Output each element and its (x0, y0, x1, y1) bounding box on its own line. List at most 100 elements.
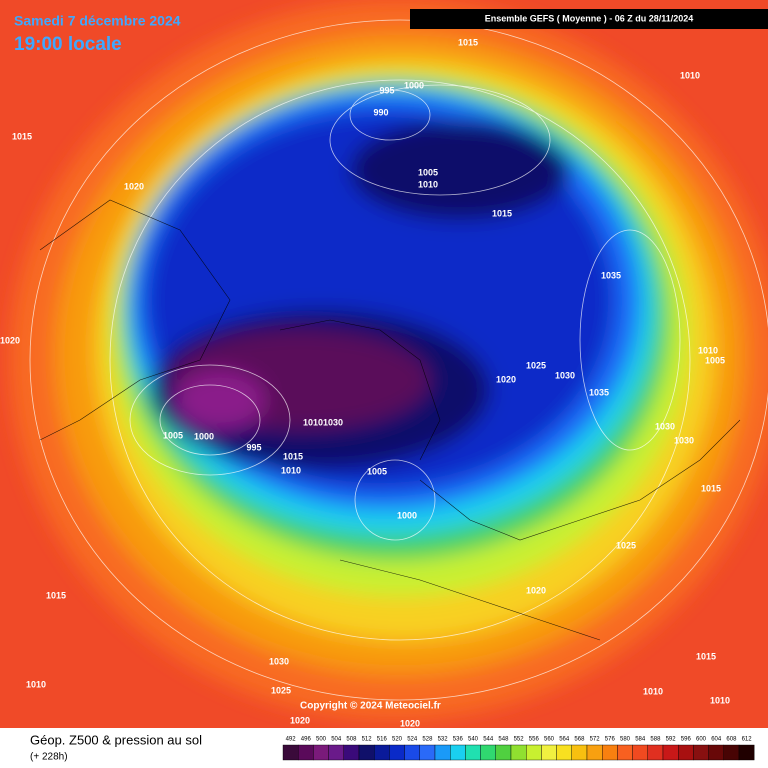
colorbar-cell (617, 744, 633, 761)
isobar-label: 1020 (290, 715, 310, 725)
colorbar-label: 544 (483, 737, 494, 743)
colorbar-label: 540 (468, 737, 479, 743)
isobar-label: 1015 (492, 208, 512, 218)
colorbar-label: 576 (605, 737, 616, 743)
isobar-label: 1025 (526, 360, 546, 370)
isobar-label: 1020 (526, 585, 546, 595)
colorbar-cell (723, 744, 740, 761)
colorbar-cell (708, 744, 724, 761)
colorbar-cell (343, 744, 360, 761)
colorbar-cell (586, 744, 603, 761)
isobar-label: 1010 (26, 679, 46, 689)
isobar-label: 1015 (696, 651, 716, 661)
geopotential-field (10, 0, 768, 720)
colorbar-label: 532 (438, 737, 449, 743)
isobar-label: 1000 (194, 431, 214, 441)
colorbar-label: 524 (407, 737, 418, 743)
isobar-label: 1020 (400, 718, 420, 728)
colorbar-label: 584 (635, 737, 646, 743)
colorbar: 492 496 500 504 508 512 516 520 524 528 532 536 540 5… (282, 737, 755, 761)
forecast-hour: (+ 228h) (30, 752, 68, 763)
colorbar-label: 496 (301, 737, 312, 743)
colorbar-label: 536 (453, 737, 464, 743)
isobar-label: 1030 (555, 370, 575, 380)
colorbar-cell (678, 744, 694, 761)
colorbar-label: 568 (574, 737, 585, 743)
isobar-label: 1010 (680, 70, 700, 80)
colorbar-label: 608 (726, 737, 737, 743)
isobar-label: 995 (379, 85, 394, 95)
model-box (410, 9, 768, 29)
colorbar-cell (571, 744, 588, 761)
colorbar-cell (602, 744, 618, 761)
isobar-label: 1010 (698, 345, 718, 355)
colorbar-cell (693, 744, 709, 761)
colorbar-label: 516 (377, 737, 388, 743)
copyright: Copyright © 2024 Meteociel.fr (300, 701, 441, 712)
colorbar-cell (358, 744, 375, 761)
isobar-label: 1025 (271, 685, 291, 695)
isobar-label: 1010 (710, 695, 730, 705)
colorbar-label: 580 (620, 737, 631, 743)
colorbar-cell (419, 744, 436, 761)
local-time: 19:00 locale (14, 34, 122, 55)
colorbar-cell (480, 744, 497, 761)
isobar-label: 995 (246, 442, 261, 452)
colorbar-label: 504 (331, 737, 342, 743)
colorbar-cell (434, 744, 451, 761)
colorbar-label: 564 (559, 737, 570, 743)
isobar-label: 1000 (404, 80, 424, 90)
colorbar-label: 556 (529, 737, 540, 743)
isobar-label: 1005 (418, 167, 438, 177)
colorbar-label: 572 (590, 737, 601, 743)
colorbar-cell (541, 744, 557, 761)
isobar-label: 1035 (601, 270, 621, 280)
colorbar-cell (374, 744, 390, 761)
isobar-label: 1015 (46, 590, 66, 600)
isobar-label: 1020 (0, 335, 20, 345)
isobar-label: 1010 (281, 465, 301, 475)
date: Samedi 7 décembre 2024 (14, 13, 181, 29)
isobar-label: 1015 (701, 483, 721, 493)
colorbar-cell (647, 744, 664, 761)
colorbar-label: 512 (362, 737, 373, 743)
colorbar-label: 600 (696, 737, 707, 743)
isobar-label: 1010 (303, 417, 323, 427)
isobar-label: 1010 (418, 179, 438, 189)
colorbar-label: 548 (498, 737, 509, 743)
colorbar-label: 612 (742, 737, 753, 743)
colorbar-cell (632, 744, 648, 761)
colorbar-label: 528 (422, 737, 433, 743)
isobar-label: 1020 (124, 181, 144, 191)
colorbar-label: 588 (650, 737, 661, 743)
colorbar-label: 520 (392, 737, 403, 743)
colorbar-cell (313, 744, 329, 761)
colorbar-label: 492 (286, 737, 297, 743)
isobar-label: 1030 (269, 656, 289, 666)
colorbar-cell (282, 744, 299, 761)
isobar-label: 1005 (367, 466, 387, 476)
isobar-label: 1010 (643, 686, 663, 696)
isobar-label: 1030 (655, 421, 675, 431)
colorbar-cell (526, 744, 542, 761)
colorbar-cell (510, 744, 527, 761)
coastlines (39, 199, 741, 641)
colorbar-label: 560 (544, 737, 555, 743)
colorbar-cell (556, 744, 572, 761)
colorbar-cell (465, 744, 481, 761)
colorbar-label: 592 (666, 737, 677, 743)
isobar-label: 1005 (163, 430, 183, 440)
isobar-label: 1030 (323, 417, 343, 427)
isobar-label: 1015 (458, 37, 478, 47)
colorbar-cell (404, 744, 421, 761)
colorbar-cell (738, 744, 755, 761)
colorbar-cell (328, 744, 345, 761)
isobar-label: 1020 (496, 374, 516, 384)
colorbar-cell (298, 744, 314, 761)
colorbar-label: 604 (711, 737, 722, 743)
isobar-label: 1030 (674, 435, 694, 445)
colorbar-label: 500 (316, 737, 327, 743)
